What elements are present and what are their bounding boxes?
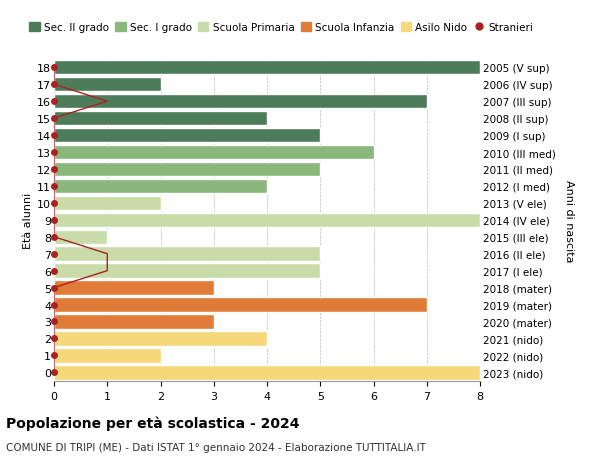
Bar xyxy=(54,146,373,160)
Text: Popolazione per età scolastica - 2024: Popolazione per età scolastica - 2024 xyxy=(6,415,299,430)
Text: COMUNE DI TRIPI (ME) - Dati ISTAT 1° gennaio 2024 - Elaborazione TUTTITALIA.IT: COMUNE DI TRIPI (ME) - Dati ISTAT 1° gen… xyxy=(6,442,426,452)
Y-axis label: Età alunni: Età alunni xyxy=(23,192,33,248)
Bar xyxy=(54,230,107,244)
Y-axis label: Anni di nascita: Anni di nascita xyxy=(564,179,574,262)
Bar xyxy=(54,281,214,295)
Bar xyxy=(54,314,214,329)
Bar xyxy=(54,196,161,211)
Bar xyxy=(54,179,267,194)
Bar xyxy=(54,112,267,126)
Bar xyxy=(54,247,320,261)
Bar xyxy=(54,95,427,109)
Bar xyxy=(54,331,267,346)
Bar xyxy=(54,78,161,92)
Legend: Sec. II grado, Sec. I grado, Scuola Primaria, Scuola Infanzia, Asilo Nido, Stran: Sec. II grado, Sec. I grado, Scuola Prim… xyxy=(29,23,533,33)
Bar xyxy=(54,129,320,143)
Bar xyxy=(54,348,161,363)
Bar xyxy=(54,298,427,312)
Bar xyxy=(54,162,320,177)
Bar xyxy=(54,61,480,75)
Bar xyxy=(54,213,480,228)
Bar xyxy=(54,365,480,380)
Bar xyxy=(54,264,320,278)
